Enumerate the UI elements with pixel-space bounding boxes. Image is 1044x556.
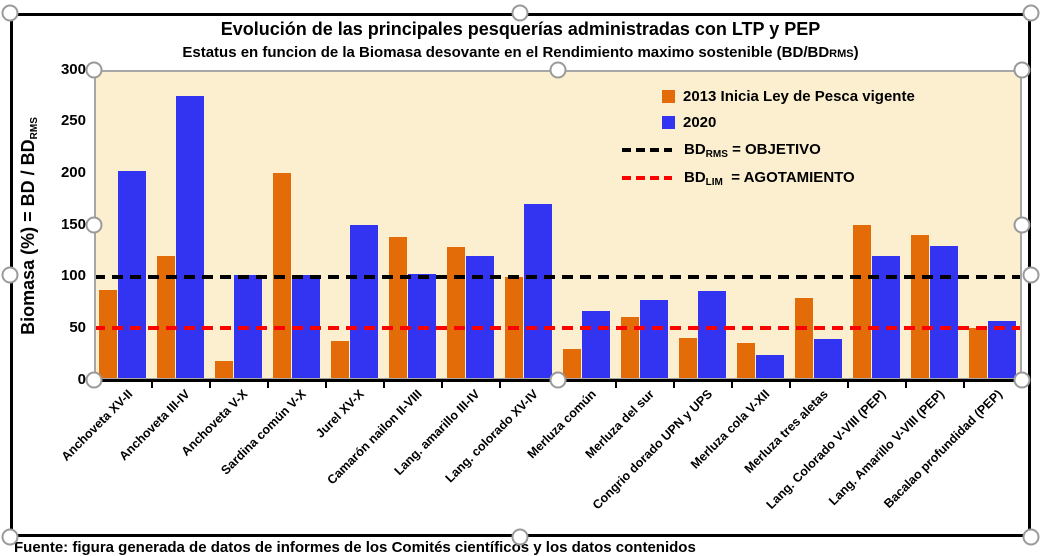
bar-2013[interactable]	[389, 237, 407, 380]
legend-dash-rms-icon	[622, 148, 672, 152]
bar-2013[interactable]	[563, 349, 581, 380]
x-axis-tick	[905, 380, 907, 388]
legend-label: 2013 Inicia Ley de Pesca vigente	[683, 87, 915, 105]
y-axis-title-text: Biomasa (%) = BD / BD	[18, 139, 38, 335]
resize-handle[interactable]	[549, 371, 567, 389]
bar-2020[interactable]	[524, 204, 552, 380]
resize-handle[interactable]	[1, 528, 19, 546]
resize-handle[interactable]	[549, 61, 567, 79]
legend-item-rms[interactable]: BDRMS = OBJETIVO	[620, 139, 821, 161]
bar-2020[interactable]	[350, 225, 378, 380]
bar-2013[interactable]	[99, 290, 117, 380]
chart-subtitle-subscript: RMS	[829, 48, 854, 60]
x-axis-tick	[151, 380, 153, 388]
chart-subtitle: Estatus en funcion de la Biomasa desovan…	[10, 44, 1031, 61]
x-axis-tick	[499, 380, 501, 388]
bar-2013[interactable]	[853, 225, 871, 380]
x-axis-tick	[731, 380, 733, 388]
chart-subtitle-text: Estatus en funcion de la Biomasa desovan…	[182, 44, 830, 61]
bar-2020[interactable]	[582, 310, 610, 380]
x-axis-tick	[383, 380, 385, 388]
resize-handle[interactable]	[1013, 371, 1031, 389]
bar-2013[interactable]	[737, 342, 755, 380]
x-axis-tick	[325, 380, 327, 388]
legend-label: BDRMS = OBJETIVO	[684, 140, 821, 160]
y-axis-label: 50	[69, 318, 86, 336]
legend-label: BDLIM = AGOTAMIENTO	[684, 168, 855, 188]
bar-2013[interactable]	[331, 340, 349, 380]
bar-2013[interactable]	[157, 256, 175, 380]
x-axis-tick	[615, 380, 617, 388]
y-axis-label: 250	[60, 112, 86, 130]
y-axis-title: Biomasa (%) = BD / BDRMS	[18, 56, 40, 396]
x-axis-tick	[209, 380, 211, 388]
chart-subtitle-suffix: )	[853, 44, 859, 61]
resize-handle[interactable]	[1022, 528, 1040, 546]
x-axis-tick	[441, 380, 443, 388]
resize-handle[interactable]	[511, 528, 529, 546]
resize-handle[interactable]	[85, 371, 103, 389]
resize-handle[interactable]	[511, 4, 529, 22]
y-axis-label: 150	[60, 215, 86, 233]
x-axis-tick	[789, 380, 791, 388]
legend-swatch-2013-icon	[662, 89, 675, 103]
bar-2020[interactable]	[814, 338, 842, 380]
x-axis-tick	[963, 380, 965, 388]
x-axis-tick	[673, 380, 675, 388]
bar-2020[interactable]	[698, 291, 726, 380]
bar-2013[interactable]	[679, 337, 697, 380]
bar-2013[interactable]	[215, 361, 233, 380]
bar-2013[interactable]	[447, 246, 465, 380]
reference-line-rms	[94, 274, 1022, 279]
bar-2020[interactable]	[176, 95, 204, 380]
bar-2013[interactable]	[795, 298, 813, 380]
y-axis-label: 100	[60, 267, 86, 285]
legend-label: 2020	[683, 113, 717, 131]
legend-item-2020[interactable]: 2020	[620, 111, 716, 133]
resize-handle[interactable]	[1022, 266, 1040, 284]
legend-item-2013[interactable]: 2013 Inicia Ley de Pesca vigente	[620, 85, 915, 107]
x-axis-tick	[847, 380, 849, 388]
chart-title: Evolución de las principales pesquerías …	[220, 19, 821, 39]
bar-2020[interactable]	[930, 245, 958, 380]
legend-item-lim[interactable]: BDLIM = AGOTAMIENTO	[620, 167, 855, 189]
bar-2020[interactable]	[988, 321, 1016, 380]
resize-handle[interactable]	[85, 216, 103, 234]
reference-line-lim	[94, 326, 1022, 331]
y-axis-title-subscript: RMS	[29, 117, 40, 140]
resize-handle[interactable]	[1013, 61, 1031, 79]
bar-2013[interactable]	[621, 316, 639, 380]
legend-swatch-2020-icon	[662, 115, 675, 129]
bar-2020[interactable]	[756, 355, 784, 380]
resize-handle[interactable]	[85, 61, 103, 79]
resize-handle[interactable]	[1, 266, 19, 284]
resize-handle[interactable]	[1013, 216, 1031, 234]
y-axis-label: 200	[60, 163, 86, 181]
y-axis-label: 0	[77, 370, 86, 388]
resize-handle[interactable]	[1022, 4, 1040, 22]
y-axis-label: 300	[60, 60, 86, 78]
plot-area[interactable]	[94, 70, 1022, 380]
bar-2020[interactable]	[640, 300, 668, 380]
bar-2013[interactable]	[911, 235, 929, 380]
bar-2013[interactable]	[969, 328, 987, 380]
legend-dash-lim-icon	[622, 176, 672, 180]
x-axis-tick	[267, 380, 269, 388]
resize-handle[interactable]	[1, 4, 19, 22]
